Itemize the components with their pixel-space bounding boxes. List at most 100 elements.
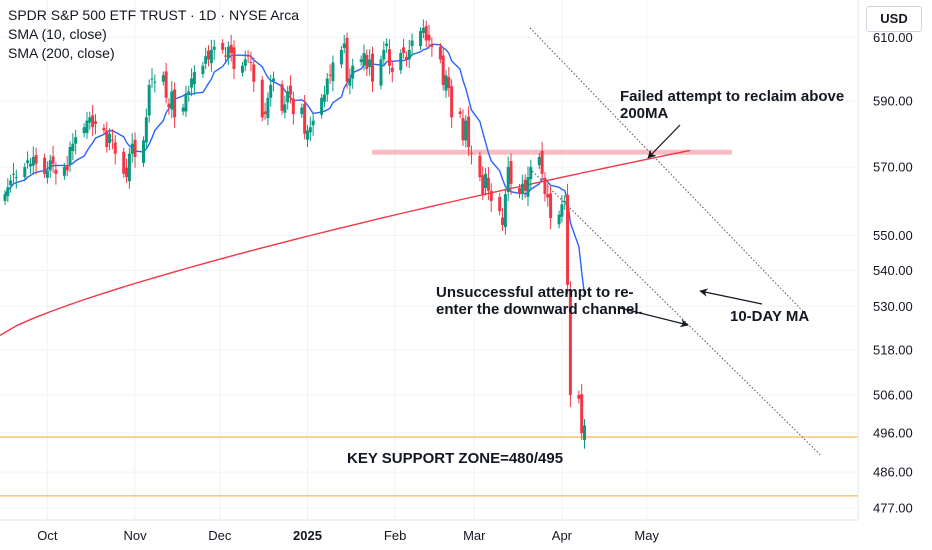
y-tick-label: 530.00 [873,299,913,314]
candle [108,128,112,151]
resistance-band [372,149,732,155]
candle-body [263,111,267,115]
candle-body [252,64,256,82]
candle-body [359,59,363,62]
candle [444,69,448,98]
candle [438,42,442,64]
candle [31,146,35,175]
annotation-10day-ma: 10-DAY MA [730,308,810,325]
candle-body [509,161,513,184]
candle-body [85,120,89,134]
candle-body [93,121,97,124]
candle-body [209,49,213,64]
candle [150,68,154,88]
candle [207,45,211,67]
legend-sma10: SMA (10, close) [8,26,107,42]
candle [82,123,86,138]
candle [560,195,564,223]
candle-body [458,111,462,115]
candle [467,106,471,157]
candle-body [291,98,295,115]
y-tick-label: 518.00 [873,343,913,358]
candle [509,153,513,195]
candle-body [108,133,112,144]
candle-body [289,85,293,95]
y-tick-label: 486.00 [873,465,913,480]
channel-lower-line [529,168,821,455]
candle-body [303,103,307,134]
candle-body [14,177,18,179]
candle-body [300,107,304,115]
candle-body [122,151,126,174]
candle [181,103,185,116]
candle [74,129,78,155]
candle-body [71,143,75,152]
candle [54,162,58,185]
candle [153,74,157,93]
candle-body [88,117,92,123]
candle [402,38,406,59]
candle-body [221,42,225,50]
candle-body [529,167,533,180]
candle [506,156,510,202]
candle-body [161,75,165,82]
candle [289,75,293,104]
candle-body [427,34,431,41]
candle-body [498,196,502,212]
candle-body [173,89,177,118]
candle-body [91,115,95,128]
candle-body [342,43,346,48]
candle [489,183,493,212]
candle [291,91,295,125]
candle-body [387,49,391,66]
candle [520,174,524,200]
candle [518,183,521,199]
candle-body [102,127,106,131]
candle [125,158,129,183]
channel-lines [529,27,821,455]
candle-body [537,157,541,166]
candle-body [181,107,185,112]
candle-body [320,97,324,115]
sma10-line [4,43,586,295]
candle [308,116,312,142]
candle-body [518,187,521,195]
candle [484,168,488,196]
ten-day-ma-arrow [699,288,763,305]
candle [345,32,349,89]
candle [458,107,462,119]
candle-body [543,177,547,195]
candle-body [421,27,425,33]
candle [48,154,52,178]
candle [142,136,146,168]
candle-body [402,47,406,54]
candle-body [385,43,389,47]
candle [122,147,126,178]
candle-body [142,140,146,164]
horizontal-gridlines [0,36,858,509]
candle [65,156,69,177]
candle [305,124,309,148]
currency-button[interactable]: USD [866,6,922,32]
candle [283,95,287,119]
candle [3,190,7,206]
y-tick-label: 590.00 [873,94,913,109]
candle-body [469,153,473,155]
candle [6,178,10,202]
candle-body [549,193,553,219]
candle-body [407,49,411,60]
candle [260,75,264,122]
candle [563,195,567,210]
candle [557,210,561,229]
candle [421,19,425,39]
candle [221,39,225,54]
candle-body [207,50,211,60]
candle-body [170,91,174,110]
candle [419,27,423,50]
candle-body [23,167,27,178]
candle [404,51,408,67]
candle-body [62,167,66,176]
candle-body [419,31,423,47]
candle-body [65,165,69,171]
candle [379,55,383,90]
